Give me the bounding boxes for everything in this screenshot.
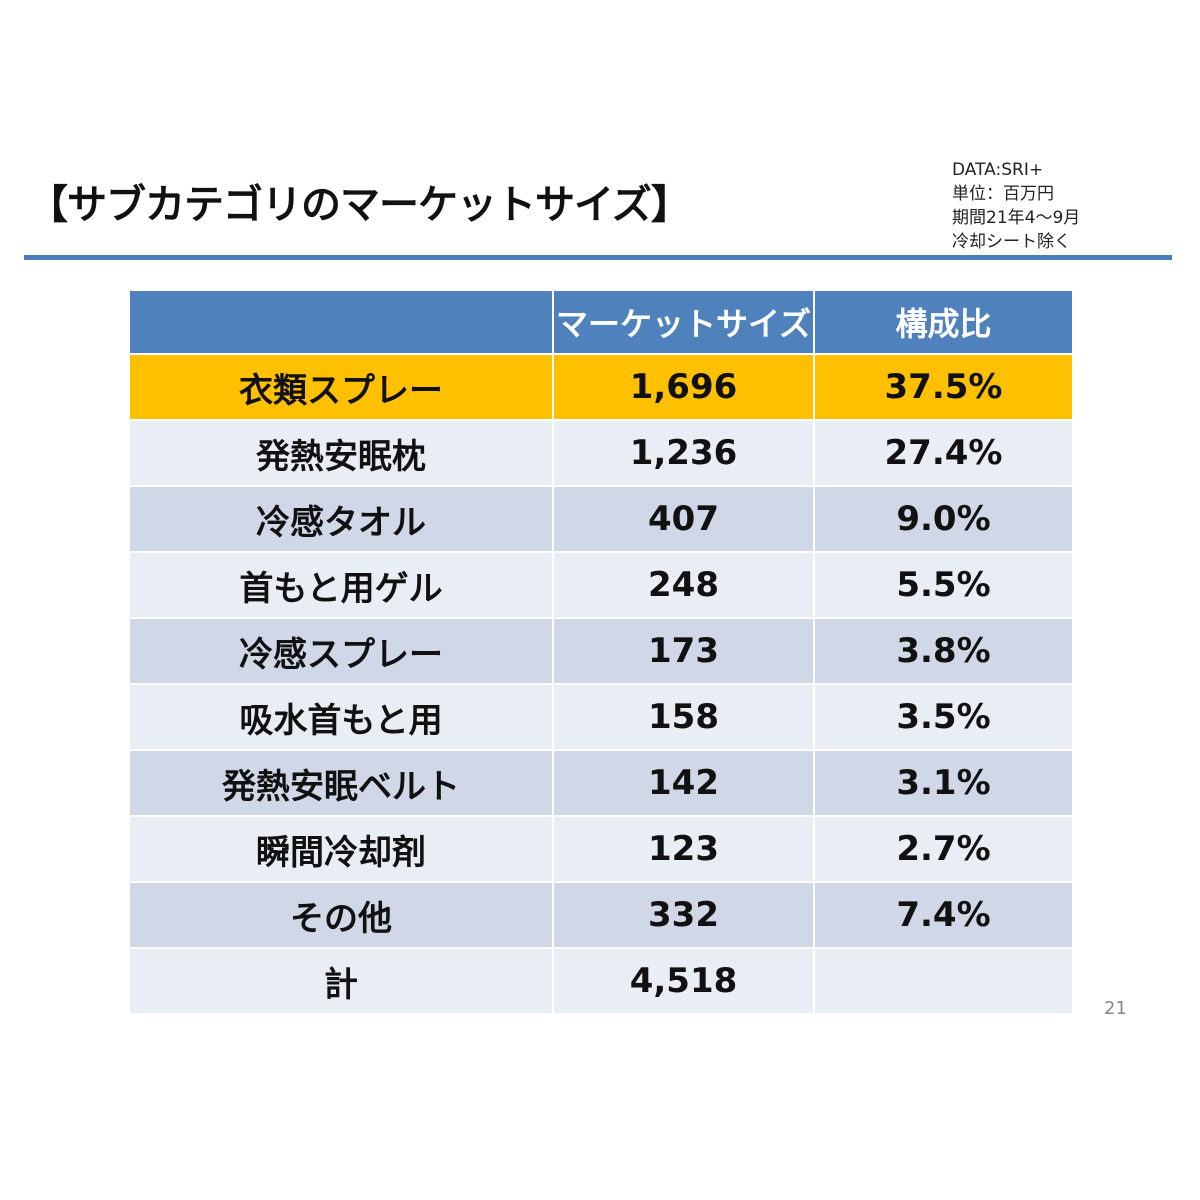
share-cell: 3.1% (813, 749, 1074, 817)
table-row: 瞬間冷却剤 123 2.7% (128, 815, 1074, 883)
share-cell: 2.7% (813, 815, 1074, 883)
table-row: 首もと用ゲル 248 5.5% (128, 551, 1074, 619)
category-cell: 冷感スプレー (128, 617, 554, 685)
source-notes: DATA:SRI+ 単位：百万円 期間21年4～9月 冷却シート除く (952, 158, 1080, 254)
page-number: 21 (1104, 998, 1127, 1019)
share-cell (813, 947, 1074, 1015)
market-size-table: マーケットサイズ 構成比 衣類スプレー 1,696 37.5% 発熱安眠枕 1,236 2… (128, 289, 1074, 1015)
title-divider (24, 255, 1172, 260)
header-category (128, 289, 554, 355)
market-size-cell: 173 (552, 617, 815, 685)
note-unit: 単位：百万円 (952, 184, 1054, 204)
market-size-cell: 4,518 (552, 947, 815, 1015)
category-cell: その他 (128, 881, 554, 949)
share-cell: 37.5% (813, 353, 1074, 421)
market-size-cell: 1,696 (552, 353, 815, 421)
market-size-cell: 332 (552, 881, 815, 949)
market-size-cell: 1,236 (552, 419, 815, 487)
category-cell: 衣類スプレー (128, 353, 554, 421)
market-size-cell: 142 (552, 749, 815, 817)
market-size-cell: 123 (552, 815, 815, 883)
share-cell: 3.8% (813, 617, 1074, 685)
slide-title: 【サブカテゴリのマーケットサイズ】 (28, 182, 691, 228)
share-cell: 9.0% (813, 485, 1074, 553)
market-size-cell: 158 (552, 683, 815, 751)
table-row: その他 332 7.4% (128, 881, 1074, 949)
category-cell: 冷感タオル (128, 485, 554, 553)
category-cell: 計 (128, 947, 554, 1015)
header-market-size: マーケットサイズ (552, 289, 815, 355)
category-cell: 首もと用ゲル (128, 551, 554, 619)
share-cell: 3.5% (813, 683, 1074, 751)
category-cell: 発熱安眠枕 (128, 419, 554, 487)
table-row: 吸水首もと用 158 3.5% (128, 683, 1074, 751)
note-exclusion: 冷却シート除く (952, 232, 1071, 252)
share-cell: 5.5% (813, 551, 1074, 619)
table-row: 発熱安眠ベルト 142 3.1% (128, 749, 1074, 817)
table-header-row: マーケットサイズ 構成比 (128, 289, 1074, 355)
table-row: 冷感タオル 407 9.0% (128, 485, 1074, 553)
note-source: DATA:SRI+ (952, 160, 1044, 180)
share-cell: 7.4% (813, 881, 1074, 949)
table-row: 発熱安眠枕 1,236 27.4% (128, 419, 1074, 487)
share-cell: 27.4% (813, 419, 1074, 487)
table-row: 衣類スプレー 1,696 37.5% (128, 353, 1074, 421)
market-size-cell: 248 (552, 551, 815, 619)
table-row: 計 4,518 (128, 947, 1074, 1015)
category-cell: 瞬間冷却剤 (128, 815, 554, 883)
header-share: 構成比 (813, 289, 1074, 355)
category-cell: 吸水首もと用 (128, 683, 554, 751)
category-cell: 発熱安眠ベルト (128, 749, 554, 817)
table-row: 冷感スプレー 173 3.8% (128, 617, 1074, 685)
market-size-cell: 407 (552, 485, 815, 553)
note-period: 期間21年4～9月 (952, 208, 1081, 228)
